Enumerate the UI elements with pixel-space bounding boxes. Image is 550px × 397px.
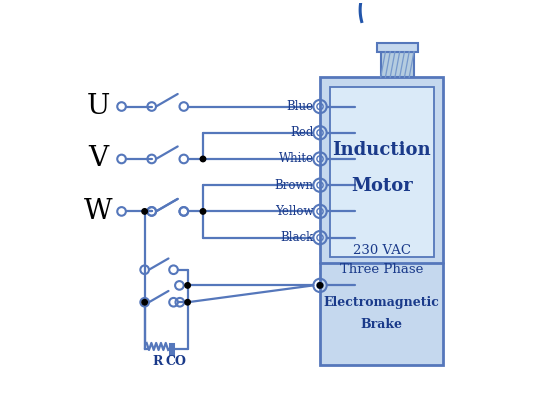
Text: W: W: [84, 198, 112, 225]
Text: V: V: [88, 145, 108, 172]
Text: White: White: [279, 152, 314, 166]
Text: Yellow: Yellow: [275, 205, 314, 218]
Circle shape: [317, 283, 323, 288]
FancyBboxPatch shape: [381, 52, 414, 77]
FancyBboxPatch shape: [377, 43, 418, 52]
Circle shape: [185, 299, 190, 305]
Text: 230 VAC: 230 VAC: [353, 243, 411, 256]
Text: Red: Red: [290, 126, 314, 139]
Text: Blue: Blue: [287, 100, 314, 113]
Text: Induction: Induction: [332, 141, 431, 159]
Circle shape: [200, 156, 206, 162]
Text: Electromagnetic: Electromagnetic: [324, 296, 439, 309]
Text: CO: CO: [166, 355, 186, 368]
Text: U: U: [86, 93, 110, 120]
Circle shape: [142, 209, 147, 214]
FancyBboxPatch shape: [320, 77, 443, 365]
Text: Three Phase: Three Phase: [340, 263, 424, 276]
Text: Motor: Motor: [351, 177, 412, 195]
Circle shape: [185, 283, 190, 288]
FancyBboxPatch shape: [330, 87, 433, 257]
Circle shape: [142, 299, 147, 305]
Text: Brake: Brake: [361, 318, 403, 331]
Circle shape: [200, 209, 206, 214]
Text: R: R: [152, 355, 163, 368]
Text: Brown: Brown: [275, 179, 314, 192]
Text: Black: Black: [280, 231, 314, 244]
